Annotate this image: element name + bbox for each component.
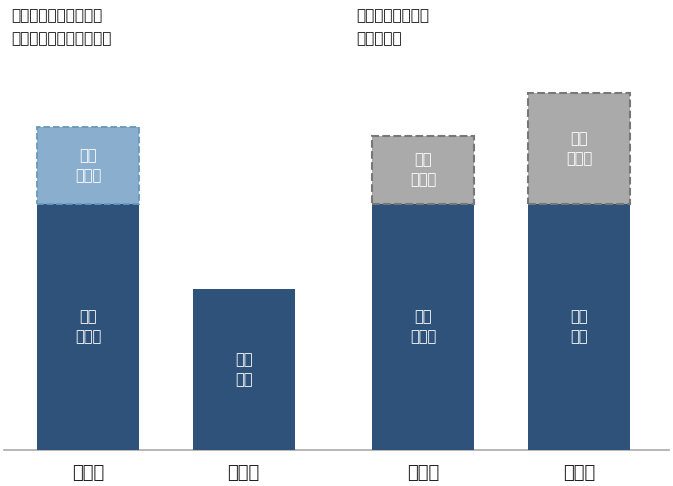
Bar — [37, 127, 139, 204]
Text: このように比較すると
購入価格が安く見えるが: このように比較すると 購入価格が安く見えるが — [11, 9, 111, 46]
Text: 製造
変動費: 製造 変動費 — [75, 310, 101, 344]
Bar — [372, 136, 474, 204]
Text: 購入
価格: 購入 価格 — [570, 310, 588, 344]
Bar — [528, 93, 630, 204]
Text: 製造
固定費: 製造 固定費 — [566, 131, 592, 166]
Text: 製造
固定費: 製造 固定費 — [411, 152, 437, 187]
Bar — [37, 204, 139, 450]
Text: 実際はこのように
比較すべき: 実際はこのように 比較すべき — [357, 9, 429, 46]
Text: 製造
固定費: 製造 固定費 — [75, 148, 101, 183]
Bar — [372, 204, 474, 450]
Bar — [528, 93, 630, 204]
Bar — [372, 136, 474, 204]
Bar — [37, 127, 139, 204]
Text: 購入
価格: 購入 価格 — [235, 352, 252, 387]
Text: 製造
変動費: 製造 変動費 — [411, 310, 437, 344]
Bar — [528, 204, 630, 450]
Bar — [192, 289, 295, 450]
